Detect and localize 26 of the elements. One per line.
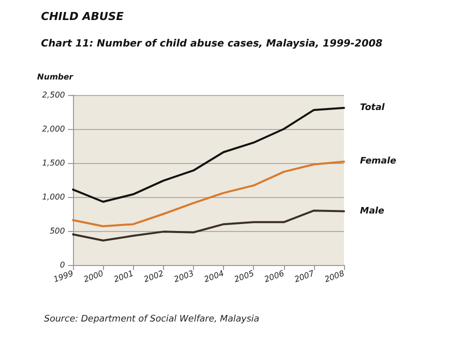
- y-axis-title: Number: [37, 72, 74, 82]
- y-tick-label: 2,000: [42, 124, 65, 134]
- x-tick-label: 2001: [112, 268, 135, 284]
- x-tick-label: 2000: [82, 268, 105, 284]
- y-tick-label: 500: [50, 226, 65, 236]
- x-tick-label: 2007: [293, 268, 316, 284]
- x-tick-label: 2004: [202, 268, 226, 284]
- series-label: Total: [360, 102, 386, 113]
- series-label: Male: [360, 206, 384, 216]
- chart-subtitle: Chart 11: Number of child abuse cases, Malaysia, 1999-2008: [41, 38, 383, 50]
- source-note: Source: Department of Social Welfare, Malaysia: [44, 314, 260, 324]
- chart-title: CHILD ABUSE: [41, 10, 124, 23]
- x-tick-label: 2002: [142, 268, 165, 284]
- y-tick-label: 1,000: [42, 192, 65, 202]
- x-tick-label: 2005: [232, 268, 256, 284]
- x-tick-label: 2006: [263, 268, 286, 284]
- line-series: [72, 210, 345, 242]
- series-label: Female: [360, 156, 396, 167]
- line-series: [72, 160, 345, 228]
- x-tick-label: 2003: [172, 268, 195, 284]
- x-tick-label: 2008: [323, 268, 346, 284]
- line-series: [72, 106, 345, 203]
- x-tick-label: 1999: [52, 268, 75, 284]
- y-tick-label: 1,500: [42, 158, 65, 168]
- y-tick-label: 0: [60, 260, 65, 270]
- y-tick-label: 2,500: [42, 90, 65, 100]
